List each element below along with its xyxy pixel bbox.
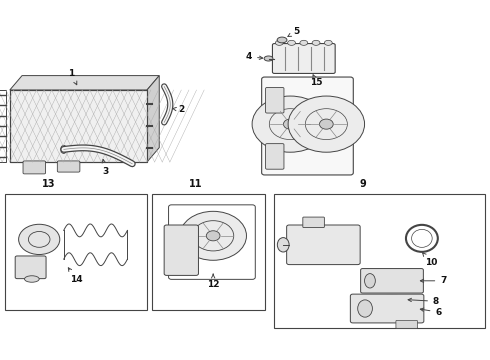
FancyBboxPatch shape (266, 87, 284, 113)
Text: 1: 1 (69, 69, 77, 85)
FancyBboxPatch shape (361, 269, 423, 293)
FancyBboxPatch shape (350, 294, 424, 323)
Ellipse shape (312, 40, 320, 45)
Polygon shape (147, 76, 159, 162)
Text: 15: 15 (311, 75, 323, 87)
FancyBboxPatch shape (287, 225, 360, 265)
Ellipse shape (24, 276, 39, 282)
Bar (10, 90, 147, 162)
Circle shape (206, 231, 220, 241)
Circle shape (288, 96, 365, 152)
Text: 9: 9 (359, 179, 366, 189)
FancyBboxPatch shape (262, 77, 353, 175)
Text: 8: 8 (408, 297, 439, 306)
FancyBboxPatch shape (164, 225, 198, 275)
Bar (152, 194, 265, 310)
Ellipse shape (324, 40, 332, 45)
Ellipse shape (277, 238, 289, 252)
Text: 14: 14 (68, 268, 82, 284)
Text: 3: 3 (102, 159, 108, 175)
Text: 11: 11 (189, 179, 203, 189)
Circle shape (252, 96, 329, 152)
Text: 2: 2 (172, 105, 184, 114)
Text: 10: 10 (422, 253, 438, 267)
Ellipse shape (365, 274, 375, 288)
Ellipse shape (300, 40, 308, 45)
FancyBboxPatch shape (303, 217, 324, 228)
Ellipse shape (358, 300, 372, 317)
FancyBboxPatch shape (266, 144, 284, 169)
Text: 6: 6 (420, 307, 441, 317)
Text: 4: 4 (245, 52, 263, 61)
Polygon shape (10, 76, 159, 90)
Bar (10, 90, 147, 162)
FancyBboxPatch shape (23, 161, 46, 174)
FancyBboxPatch shape (396, 320, 417, 328)
Ellipse shape (277, 37, 287, 43)
Ellipse shape (275, 40, 283, 45)
Text: 5: 5 (288, 27, 300, 37)
Ellipse shape (61, 145, 67, 153)
Bar (274, 194, 485, 328)
Circle shape (283, 119, 297, 129)
Circle shape (180, 211, 246, 260)
FancyBboxPatch shape (15, 256, 46, 279)
FancyBboxPatch shape (57, 161, 80, 172)
Circle shape (319, 119, 333, 129)
Text: 7: 7 (420, 276, 447, 285)
Text: 12: 12 (207, 274, 220, 289)
Ellipse shape (264, 56, 273, 61)
Ellipse shape (288, 40, 295, 45)
FancyBboxPatch shape (272, 44, 335, 73)
Bar (5, 194, 147, 310)
Text: 13: 13 (42, 179, 56, 189)
Circle shape (19, 224, 60, 255)
